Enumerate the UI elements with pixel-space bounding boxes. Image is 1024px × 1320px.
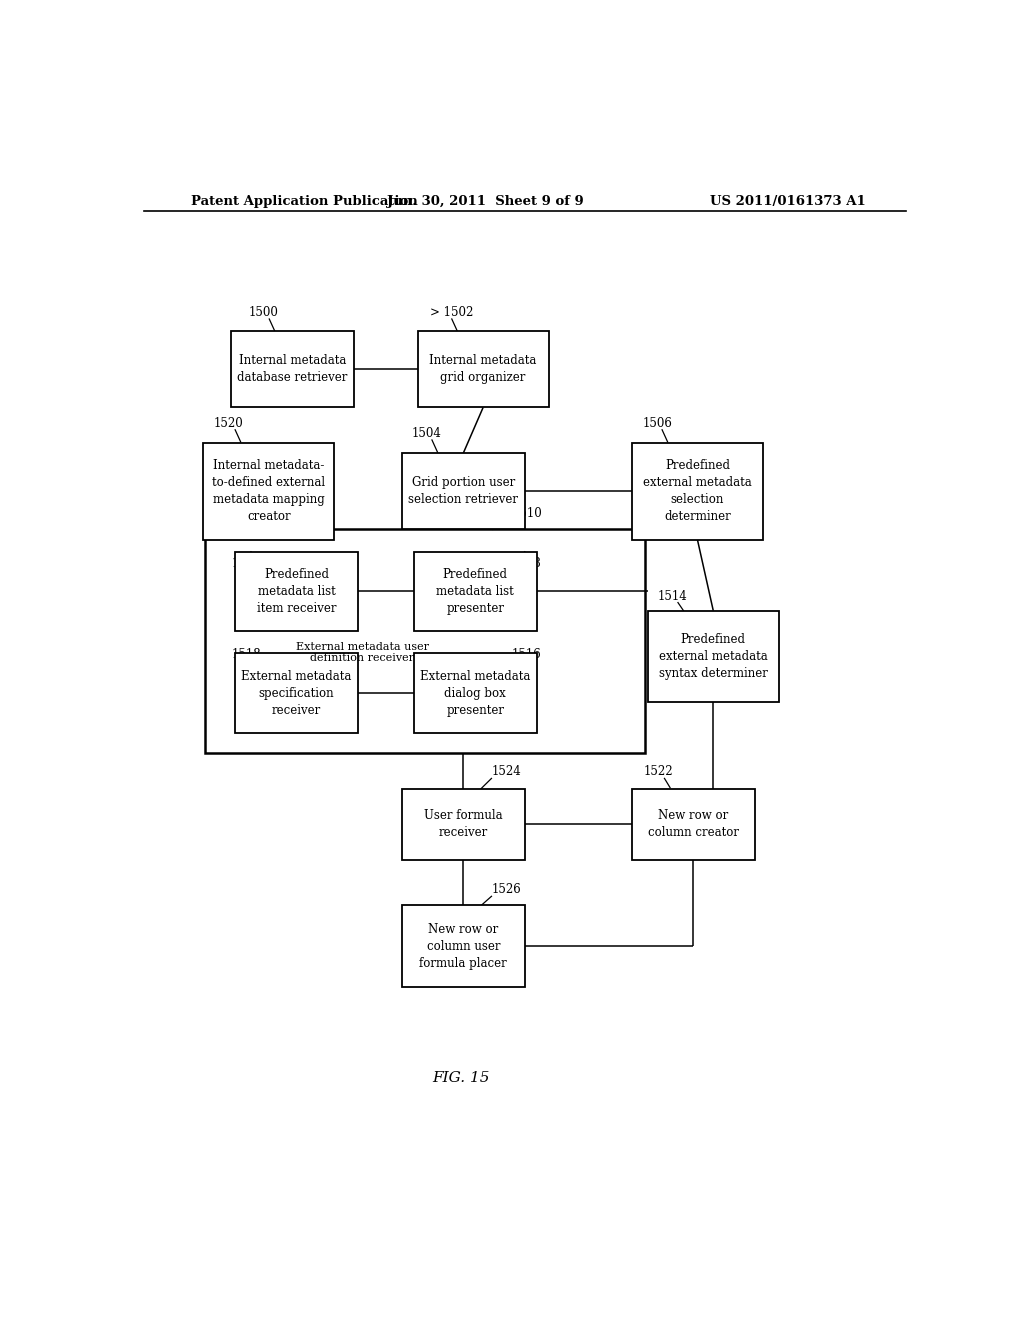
Text: Patent Application Publication: Patent Application Publication: [191, 194, 418, 207]
Text: US 2011/0161373 A1: US 2011/0161373 A1: [711, 194, 866, 207]
Text: 1524: 1524: [492, 766, 521, 779]
FancyBboxPatch shape: [401, 788, 524, 859]
Text: Predefined
external metadata
selection
determiner: Predefined external metadata selection d…: [643, 459, 752, 523]
FancyBboxPatch shape: [231, 331, 354, 408]
Text: 1526: 1526: [492, 883, 521, 896]
FancyBboxPatch shape: [414, 653, 537, 733]
FancyBboxPatch shape: [205, 529, 645, 752]
FancyBboxPatch shape: [236, 552, 358, 631]
FancyBboxPatch shape: [401, 453, 524, 529]
Text: FIG. 15: FIG. 15: [432, 1072, 490, 1085]
FancyBboxPatch shape: [632, 788, 755, 859]
Text: 1518: 1518: [231, 648, 261, 661]
FancyBboxPatch shape: [648, 611, 779, 702]
Text: New row or
column creator: New row or column creator: [648, 809, 739, 840]
Text: Jun. 30, 2011  Sheet 9 of 9: Jun. 30, 2011 Sheet 9 of 9: [387, 194, 584, 207]
FancyBboxPatch shape: [414, 552, 537, 631]
Text: Predefined
metadata list
item receiver: Predefined metadata list item receiver: [257, 568, 337, 615]
Text: 1506: 1506: [642, 417, 672, 430]
Text: 1508: 1508: [511, 557, 541, 570]
Text: User formula
receiver: User formula receiver: [424, 809, 503, 840]
FancyBboxPatch shape: [632, 444, 763, 540]
Text: New row or
column user
formula placer: New row or column user formula placer: [420, 923, 507, 970]
Text: 1504: 1504: [412, 426, 442, 440]
FancyBboxPatch shape: [401, 906, 524, 987]
Text: Grid portion user
selection retriever: Grid portion user selection retriever: [409, 477, 518, 507]
Text: Internal metadata
database retriever: Internal metadata database retriever: [238, 354, 348, 384]
Text: 1500: 1500: [249, 306, 279, 319]
Text: External metadata user
definition receiver: External metadata user definition receiv…: [296, 642, 429, 663]
Text: Internal metadata
grid organizer: Internal metadata grid organizer: [429, 354, 537, 384]
FancyBboxPatch shape: [236, 653, 358, 733]
Text: External metadata
dialog box
presenter: External metadata dialog box presenter: [420, 669, 530, 717]
Text: 1512: 1512: [231, 557, 261, 570]
Text: External metadata
specification
receiver: External metadata specification receiver: [242, 669, 352, 717]
Text: Internal metadata-
to-defined external
metadata mapping
creator: Internal metadata- to-defined external m…: [212, 459, 326, 523]
Text: Predefined
metadata list
presenter: Predefined metadata list presenter: [436, 568, 514, 615]
Text: > 1502: > 1502: [430, 306, 473, 319]
Text: Predefined
external metadata
syntax determiner: Predefined external metadata syntax dete…: [658, 632, 768, 680]
Text: 1516: 1516: [511, 648, 541, 661]
Text: 1510: 1510: [513, 507, 543, 520]
Text: 1514: 1514: [658, 590, 688, 602]
Text: 1522: 1522: [644, 766, 674, 779]
FancyBboxPatch shape: [204, 444, 334, 540]
Text: 1520: 1520: [214, 417, 244, 430]
FancyBboxPatch shape: [418, 331, 549, 408]
